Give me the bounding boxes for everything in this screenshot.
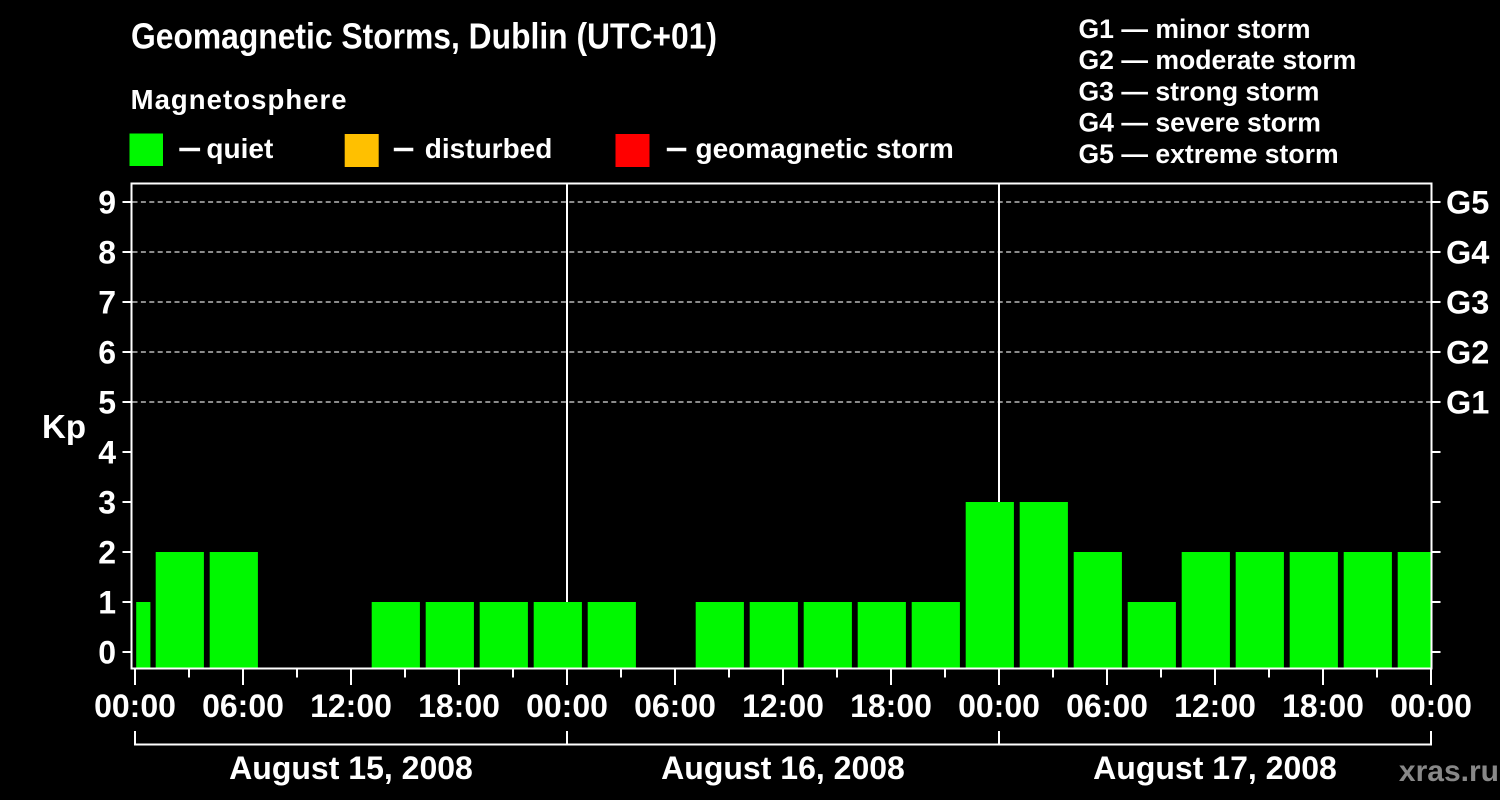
svg-text:00:00: 00:00 xyxy=(1390,688,1472,724)
svg-text:G3 — strong storm: G3 — strong storm xyxy=(1079,76,1320,106)
svg-text:6: 6 xyxy=(98,335,116,371)
svg-text:Geomagnetic Storms, Dublin (UT: Geomagnetic Storms, Dublin (UTC+01) xyxy=(131,16,717,57)
svg-text:August 17, 2008: August 17, 2008 xyxy=(1093,750,1337,786)
svg-text:4: 4 xyxy=(98,435,116,471)
svg-text:7: 7 xyxy=(98,285,116,321)
svg-text:00:00: 00:00 xyxy=(958,688,1040,724)
svg-text:12:00: 12:00 xyxy=(1174,688,1256,724)
svg-text:G5 — extreme storm: G5 — extreme storm xyxy=(1079,139,1339,169)
svg-text:00:00: 00:00 xyxy=(526,688,608,724)
svg-text:18:00: 18:00 xyxy=(418,688,500,724)
svg-text:G2: G2 xyxy=(1446,335,1489,371)
svg-text:G1 — minor storm: G1 — minor storm xyxy=(1079,14,1311,44)
svg-text:geomagnetic storm: geomagnetic storm xyxy=(696,133,954,164)
svg-text:18:00: 18:00 xyxy=(1282,688,1364,724)
svg-text:August 16, 2008: August 16, 2008 xyxy=(661,750,905,786)
svg-text:18:00: 18:00 xyxy=(850,688,932,724)
svg-text:Magnetosphere: Magnetosphere xyxy=(131,84,347,115)
svg-text:G2 — moderate storm: G2 — moderate storm xyxy=(1079,45,1357,75)
svg-text:G4: G4 xyxy=(1446,235,1489,271)
svg-text:August 15, 2008: August 15, 2008 xyxy=(229,750,473,786)
svg-text:quiet: quiet xyxy=(206,133,273,164)
svg-text:12:00: 12:00 xyxy=(742,688,824,724)
svg-text:1: 1 xyxy=(98,585,116,621)
svg-text:00:00: 00:00 xyxy=(94,688,176,724)
svg-text:9: 9 xyxy=(98,185,116,221)
svg-text:06:00: 06:00 xyxy=(1066,688,1148,724)
svg-text:G1: G1 xyxy=(1446,385,1489,421)
svg-text:3: 3 xyxy=(98,485,116,521)
svg-text:8: 8 xyxy=(98,235,116,271)
svg-text:xras.ru: xras.ru xyxy=(1399,755,1499,788)
svg-text:12:00: 12:00 xyxy=(310,688,392,724)
svg-text:Kp: Kp xyxy=(42,408,86,445)
svg-text:G3: G3 xyxy=(1446,285,1489,321)
svg-text:G4 — severe storm: G4 — severe storm xyxy=(1079,108,1321,138)
svg-text:0: 0 xyxy=(98,635,116,671)
svg-text:06:00: 06:00 xyxy=(202,688,284,724)
svg-text:06:00: 06:00 xyxy=(634,688,716,724)
svg-text:disturbed: disturbed xyxy=(425,133,553,164)
svg-text:G5: G5 xyxy=(1446,185,1489,221)
svg-text:2: 2 xyxy=(98,535,116,571)
svg-text:5: 5 xyxy=(98,385,116,421)
